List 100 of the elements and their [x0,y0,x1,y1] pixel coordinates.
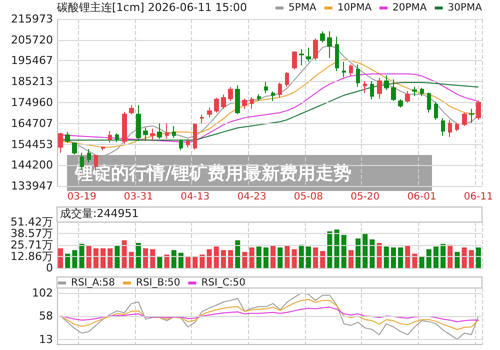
candlestick [306,47,311,62]
candlestick [441,118,445,136]
candlestick [370,80,374,100]
bar [128,252,134,268]
legend-label: RSI_C:50 [201,278,246,288]
candlestick [250,96,254,110]
bar [334,230,340,268]
x-tick-label: 03-31 [124,192,153,202]
y-tick-label: 38.57万 [10,226,53,240]
y-tick-label: 58 [39,310,53,322]
bar [186,256,191,268]
bar [454,252,460,268]
candlestick [363,80,367,94]
bar [412,254,418,268]
bar [433,246,438,268]
bar [313,247,318,268]
candlestick [462,112,467,127]
bar [405,246,410,268]
candlestick [143,127,148,142]
bar [327,231,332,268]
bar [270,246,276,268]
y-tick-label: 195467 [11,54,53,68]
candlestick [221,94,226,110]
candlestick [157,122,162,140]
bar [390,247,396,268]
legend-label: 5PMA [288,2,316,14]
x-tick-label: 06-11 [464,192,493,202]
bar [419,256,424,268]
bar [86,246,92,268]
candlestick [101,146,105,151]
bar [214,246,219,268]
bar [292,249,297,268]
bar [200,254,205,268]
chart-title: 成交量:244951 [60,207,139,220]
bar [263,247,268,268]
candlestick [58,132,63,154]
candlestick [136,104,141,142]
bar [164,254,170,268]
bar [65,254,70,268]
candlestick [420,87,424,97]
candlestick [335,36,339,72]
x-tick-label: 05-20 [350,192,380,202]
y-tick-label: 215973 [11,12,53,26]
bar [362,233,368,268]
candlestick [292,50,297,70]
bar [468,250,474,268]
candlestick [129,104,134,115]
bar [249,247,254,268]
y-tick-label: 205720 [11,33,53,46]
candlestick [455,122,459,132]
chart-title: 碳酸锂主连[1cm] 2026-06-11 15:00 [56,1,247,14]
candlestick [179,138,183,151]
bar [242,252,248,268]
x-tick-label: 05-08 [294,192,323,202]
bar [306,246,311,268]
candlestick [313,38,318,61]
candlestick [207,107,212,118]
candlestick [72,142,77,156]
line-series [60,59,479,148]
candlestick [349,64,353,76]
bar [320,251,326,268]
candlestick [278,82,282,98]
candlestick [115,132,119,143]
candlestick [257,94,261,102]
candlestick [150,128,155,142]
bar [93,248,98,268]
y-tick-label: 174960 [11,96,53,109]
bar [171,250,176,268]
legend-label: RSI_A:58 [71,278,116,288]
candlestick [412,86,417,97]
y-tick-label: 51.42万 [10,216,53,228]
bar [72,250,78,268]
bar [58,248,64,268]
candlestick [398,98,403,108]
candlestick [165,122,169,140]
candlestick [186,138,190,148]
legend-label: 10PMA [337,2,372,14]
bar [228,250,234,268]
bar [122,240,127,268]
bar [150,249,156,268]
bar [114,246,120,268]
candlestick [87,148,91,163]
bar [235,240,240,268]
line-series [60,292,479,340]
y-tick-label: 164707 [11,116,53,130]
x-tick-label: 03-19 [67,192,96,202]
candlestick [122,111,127,144]
bar [398,247,404,268]
candlestick [299,48,304,66]
bar [136,242,141,268]
bar [462,247,467,268]
y-tick-label: 154453 [11,138,53,151]
x-tick-label: 04-23 [237,192,266,202]
bar [220,250,226,268]
y-tick-label: 12.86万 [10,250,53,263]
bar [384,246,389,268]
line-series [60,306,479,322]
legend-label: 30PMA [448,2,482,14]
candlestick [271,90,275,102]
y-tick-label: 144200 [11,158,53,172]
